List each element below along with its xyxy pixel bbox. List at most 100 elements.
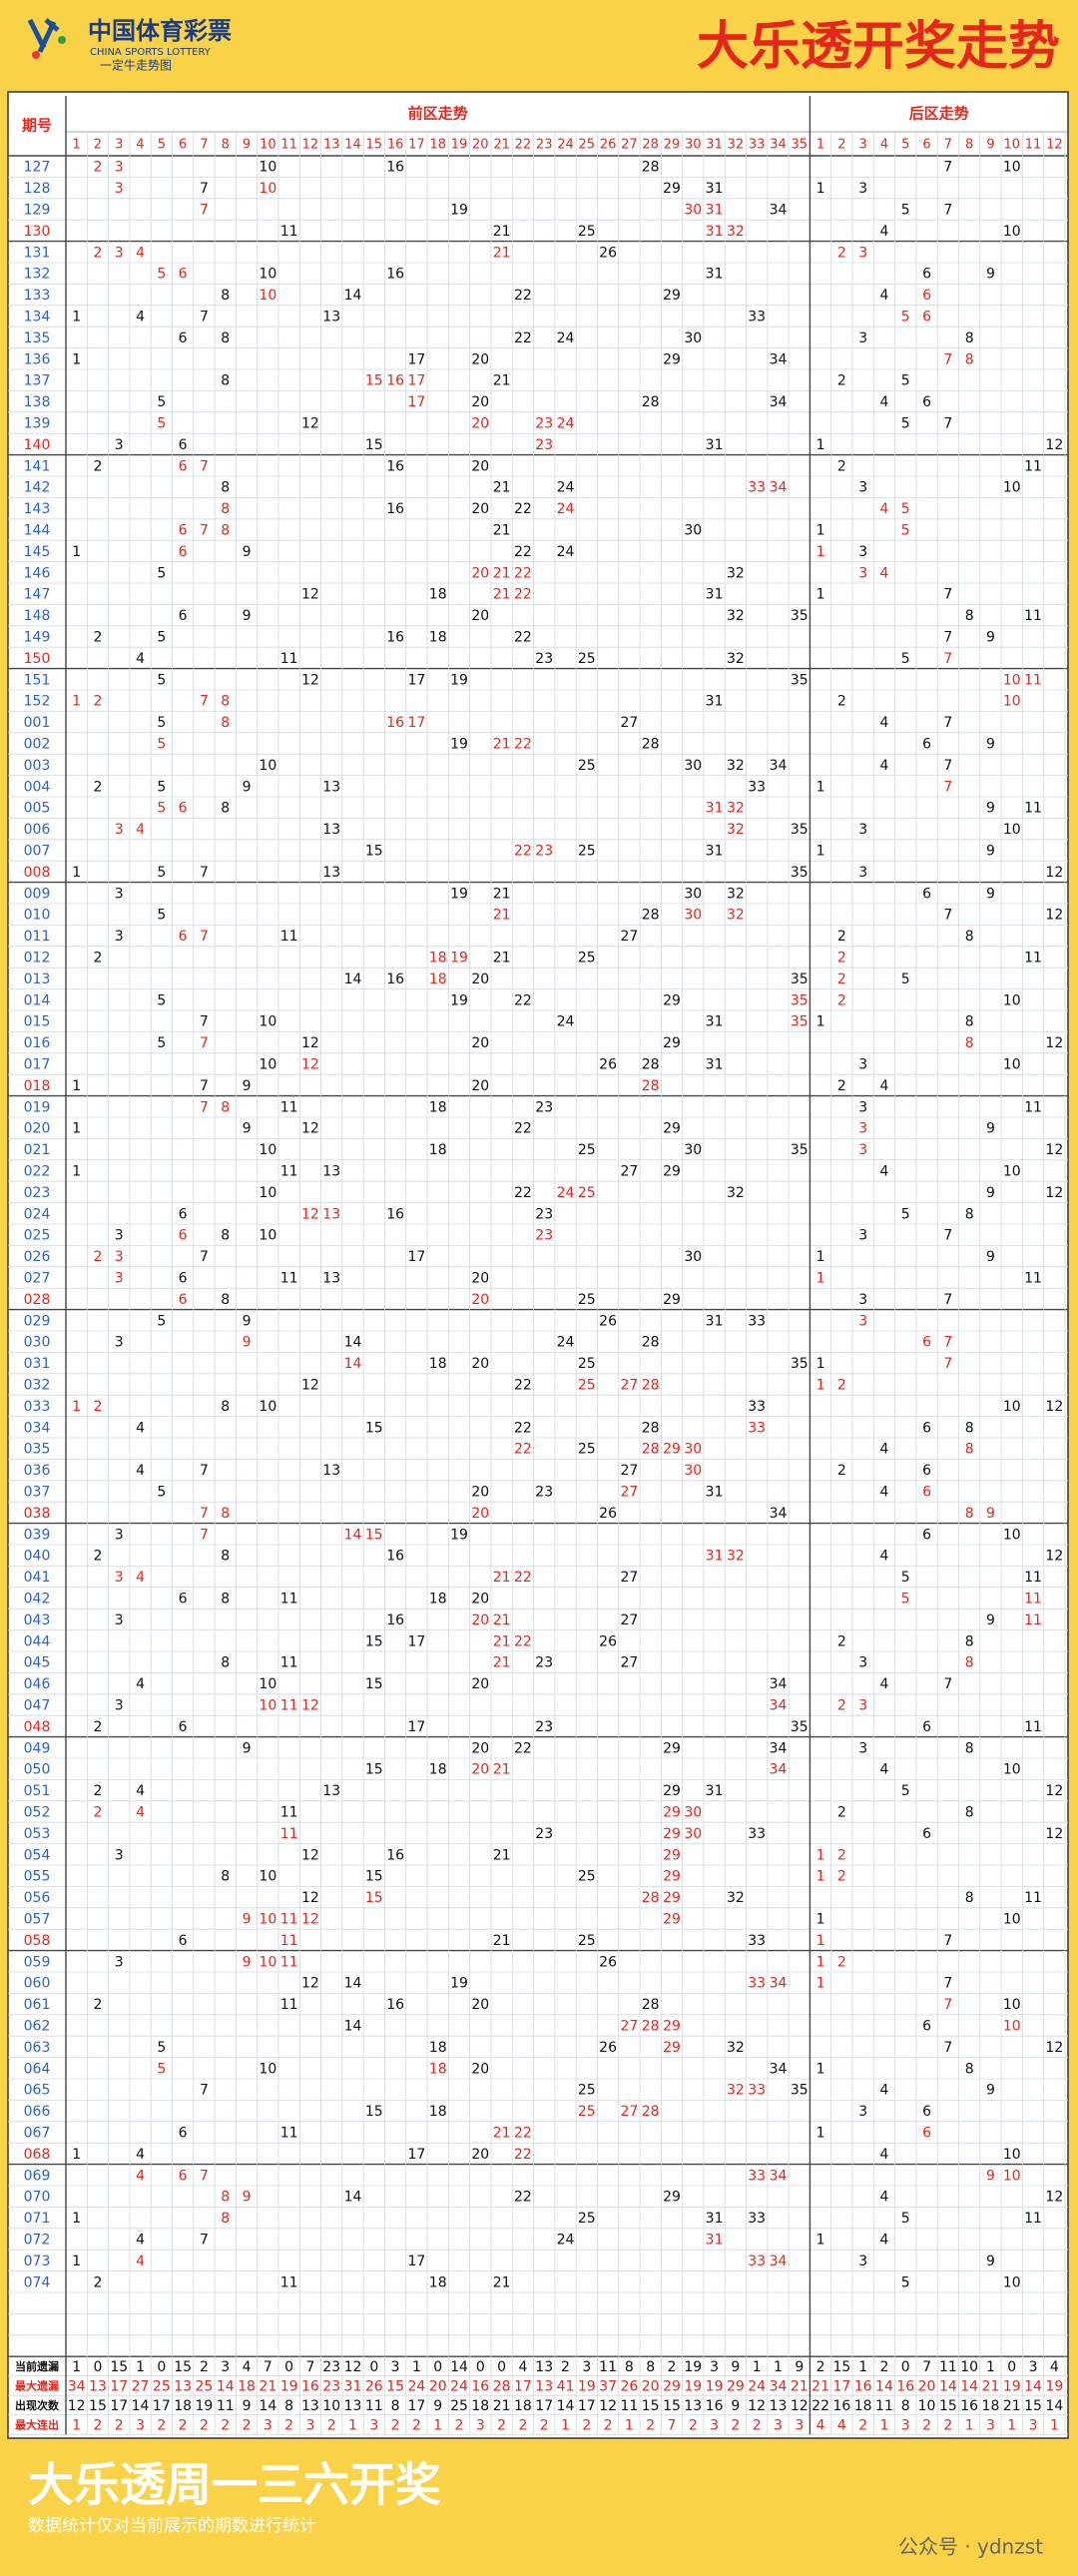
front-number: 8 [221,288,230,304]
front-number: 4 [136,310,145,325]
front-number: 21 [493,565,511,581]
front-number: 31 [706,844,724,860]
period: 146 [24,565,51,581]
column-number: 10 [1003,138,1020,153]
table-bg [7,91,1069,2439]
front-number: 35 [791,822,808,838]
back-number: 12 [1045,1399,1063,1415]
front-number: 4 [136,2233,145,2249]
stat-value: 19 [1003,2378,1021,2394]
stat-value: 1 [880,2417,889,2433]
back-number: 8 [965,351,974,367]
period: 021 [24,1142,51,1158]
front-number: 33 [748,2211,766,2227]
period: 054 [24,1847,51,1863]
stat-value: 25 [196,2378,214,2394]
front-number: 8 [221,523,230,539]
back-number: 7 [943,2040,952,2056]
front-number: 25 [578,1142,596,1158]
column-number: 31 [706,138,723,153]
back-number: 4 [880,2083,889,2099]
back-number: 8 [965,1506,974,1522]
column-number: 8 [965,138,973,153]
front-number: 20 [471,458,489,474]
back-number: 3 [858,1121,867,1137]
front-number: 10 [259,2061,276,2077]
period: 069 [24,2168,51,2184]
front-number: 34 [770,1698,788,1714]
column-number: 19 [451,138,468,153]
front-number: 22 [514,1570,532,1586]
stat-value: 14 [1045,2398,1063,2414]
back-number: 9 [986,2168,995,2184]
front-number: 17 [408,373,426,389]
column-number: 12 [302,138,319,153]
front-number: 6 [179,544,188,560]
stat-value: 3 [710,2359,719,2375]
front-number: 26 [599,1506,617,1522]
stat-value: 3 [305,2417,314,2433]
front-number: 1 [72,1164,81,1180]
front-number: 30 [684,1805,702,1821]
front-number: 6 [179,608,188,624]
period: 004 [24,779,51,795]
column-number: 35 [792,138,808,153]
front-number: 5 [157,565,166,581]
front-number: 31 [706,1014,724,1030]
front-number: 8 [221,2190,230,2206]
front-number: 11 [280,1271,298,1287]
stat-value: 24 [748,2378,766,2394]
front-number: 15 [365,1633,383,1649]
column-number: 4 [136,138,144,153]
back-number: 1 [816,437,825,453]
column-number: 29 [664,138,681,153]
front-number: 18 [429,2274,447,2290]
stat-value: 1 [1007,2417,1016,2433]
stat-value: 3 [476,2417,485,2433]
front-number: 3 [115,1954,124,1970]
back-number: 2 [837,971,846,987]
front-number: 6 [179,2168,188,2184]
column-number: 18 [429,138,446,153]
back-number: 7 [943,630,952,646]
back-number: 5 [901,501,910,517]
front-number: 17 [408,1719,426,1735]
front-number: 21 [493,1633,511,1649]
back-number: 2 [837,992,846,1008]
grid [8,96,1068,2435]
front-number: 17 [408,2254,426,2269]
period: 062 [24,2019,51,2035]
front-number: 15 [365,1890,383,1906]
stat-value: 15 [1024,2398,1042,2414]
front-number: 34 [770,2061,788,2077]
stat-value: 29 [663,2378,681,2394]
stat-value: 3 [136,2417,145,2433]
back-number: 3 [858,1142,867,1158]
front-number: 4 [136,1805,145,1821]
column-number: 8 [222,138,230,153]
front-number: 30 [684,908,702,924]
front-number: 21 [493,480,511,496]
front-number: 4 [136,1783,145,1799]
back-number: 3 [858,1313,867,1329]
front-number: 31 [706,203,724,219]
front-number: 24 [557,1185,575,1201]
front-number: 31 [706,437,724,453]
front-number: 13 [322,1463,340,1479]
front-number: 33 [748,779,766,795]
stat-value: 16 [301,2378,319,2394]
stat-label: 当前遗漏 [15,2359,59,2373]
back-number: 6 [922,886,931,902]
back-number: 1 [816,587,825,603]
stat-value: 14 [875,2378,893,2394]
period: 131 [24,245,51,261]
front-number: 17 [408,715,426,731]
back-number: 8 [965,1035,974,1051]
front-number: 34 [770,394,788,410]
front-number: 29 [663,1890,681,1906]
front-number: 7 [200,1014,209,1030]
front-number: 22 [514,587,532,603]
front-number: 30 [684,203,702,219]
stat-value: 37 [599,2378,617,2394]
front-number: 27 [620,715,638,731]
